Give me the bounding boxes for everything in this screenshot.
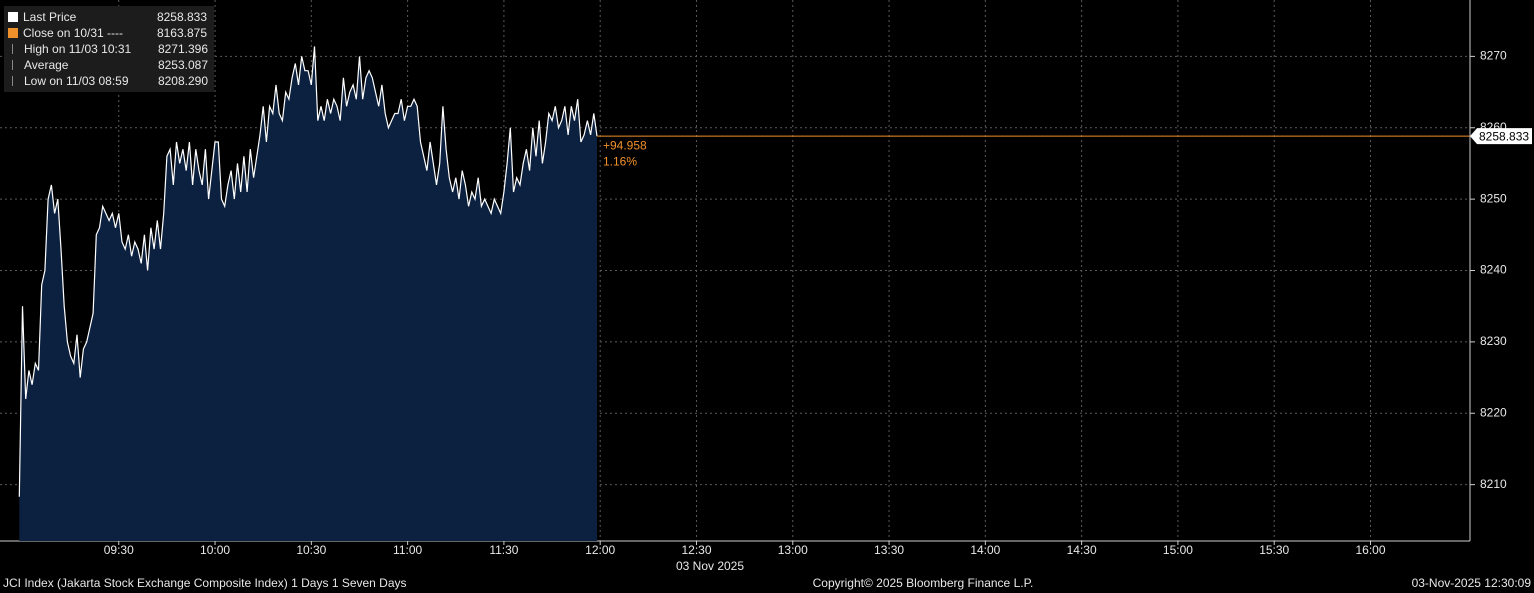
x-tick-label: 14:30 bbox=[1067, 543, 1097, 557]
x-tick-label: 10:30 bbox=[296, 543, 326, 557]
legend-label: High on 11/03 10:31 bbox=[24, 42, 132, 56]
legend-value: 8208.290 bbox=[157, 74, 208, 88]
legend-value: 8163.875 bbox=[156, 26, 207, 40]
legend-value: 8258.833 bbox=[156, 10, 207, 24]
change-label: +94.958 bbox=[603, 138, 647, 152]
legend-entry: Average 8253.087 bbox=[8, 57, 208, 73]
last-price-label: 8258.833 bbox=[1479, 129, 1529, 143]
legend-label: Last Price bbox=[23, 10, 77, 24]
x-tick-label: 13:30 bbox=[874, 543, 904, 557]
x-tick-label: 11:30 bbox=[489, 543, 518, 557]
footer-center: Copyright© 2025 Bloomberg Finance L.P. bbox=[813, 576, 1034, 590]
legend-entry: Close on 10/31 ---- 8163.875 bbox=[8, 25, 208, 41]
legend-entry: Low on 11/03 08:59 8208.290 bbox=[8, 73, 208, 89]
footer-left: JCI Index (Jakarta Stock Exchange Compos… bbox=[3, 576, 407, 590]
last-price-box bbox=[1470, 128, 1532, 145]
x-axis-label: 03 Nov 2025 bbox=[676, 559, 744, 573]
y-tick-label: 8210 bbox=[1480, 477, 1507, 491]
x-tick-label: 12:30 bbox=[681, 543, 711, 557]
change-pct-label: 1.16% bbox=[603, 154, 637, 168]
footer-right: 03-Nov-2025 12:30:09 bbox=[1412, 576, 1532, 590]
legend-entry: Last Price 8258.833 bbox=[8, 9, 208, 25]
legend-value: 8271.396 bbox=[157, 42, 208, 56]
legend-label: Close on 10/31 ---- bbox=[23, 26, 124, 40]
x-tick-label: 14:00 bbox=[970, 543, 1000, 557]
legend-icon bbox=[8, 12, 18, 22]
legend-value: 8253.087 bbox=[157, 58, 208, 72]
x-tick-label: 12:00 bbox=[585, 543, 615, 557]
y-tick-label: 8270 bbox=[1480, 49, 1507, 63]
x-tick-label: 15:30 bbox=[1259, 543, 1289, 557]
legend-icon bbox=[8, 28, 18, 38]
legend-label: Low on 11/03 08:59 bbox=[24, 74, 129, 88]
line bbox=[18, 46, 598, 497]
x-tick-label: 13:00 bbox=[778, 543, 808, 557]
legend-icon bbox=[12, 44, 18, 54]
y-tick-label: 8250 bbox=[1480, 191, 1507, 205]
legend-icon bbox=[12, 76, 18, 86]
legend-label: Average bbox=[24, 58, 69, 72]
legend-icon bbox=[12, 60, 18, 70]
y-tick-label: 8240 bbox=[1480, 263, 1507, 277]
x-tick-label: 11:00 bbox=[393, 543, 422, 557]
x-tick-label: 15:00 bbox=[1163, 543, 1193, 557]
x-tick-label: 16:00 bbox=[1355, 543, 1385, 557]
x-tick-label: 09:30 bbox=[104, 543, 134, 557]
y-tick-label: 8220 bbox=[1480, 405, 1507, 419]
legend: Last Price 8258.833 Close on 10/31 ---- 816… bbox=[4, 6, 214, 92]
x-tick-label: 10:00 bbox=[200, 543, 230, 557]
y-tick-label: 8230 bbox=[1480, 334, 1507, 348]
series-group bbox=[18, 46, 598, 541]
legend-entry: High on 11/03 10:31 8271.396 bbox=[8, 41, 208, 57]
area bbox=[19, 46, 597, 541]
